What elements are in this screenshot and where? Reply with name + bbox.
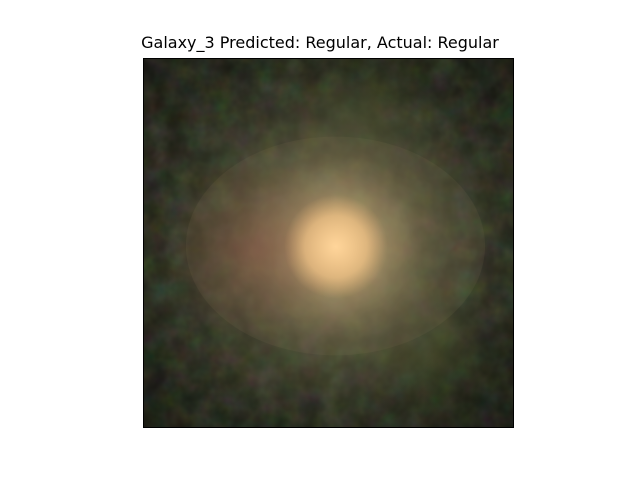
image-axes — [143, 58, 514, 428]
figure-title: Galaxy_3 Predicted: Regular, Actual: Reg… — [141, 33, 499, 52]
galaxy-svg — [144, 59, 513, 427]
galaxy-image — [144, 59, 513, 427]
